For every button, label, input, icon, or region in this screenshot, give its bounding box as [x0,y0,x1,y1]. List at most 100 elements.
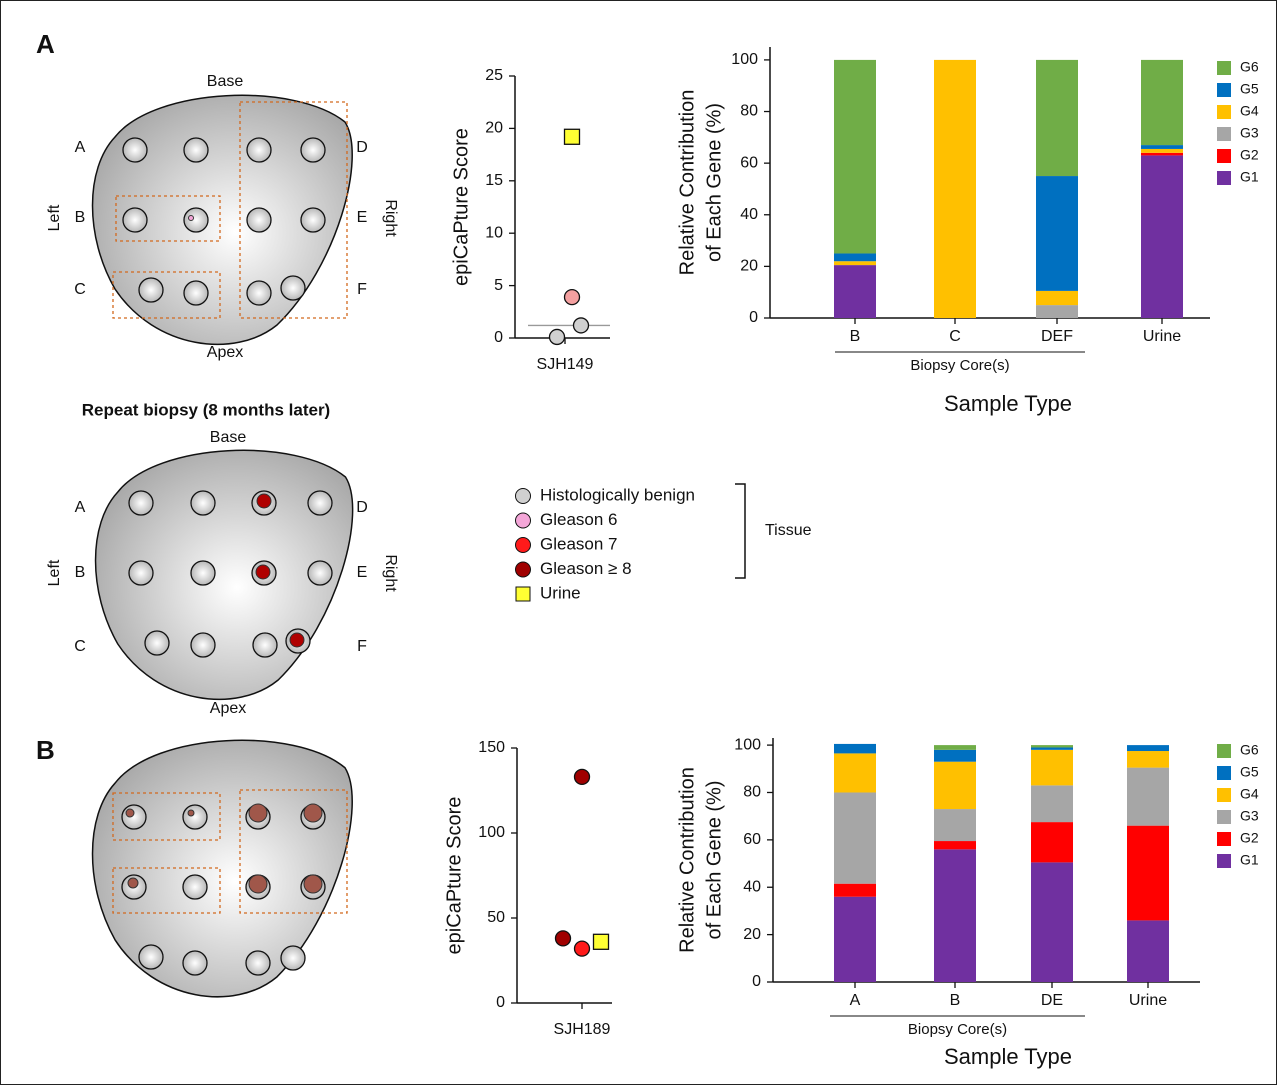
y-axis-title: epiCaPture Score [450,128,472,286]
legend-bracket [735,483,746,579]
y-axis-title: of Each Gene (%) [703,781,725,940]
bar-segment [1127,825,1169,921]
x-tick-label: SJH149 [537,356,594,373]
biopsy-core [182,874,208,900]
core-group [112,867,221,914]
bar-segment [934,841,976,850]
legend-swatch [1217,810,1231,824]
bar-segment [1031,749,1073,786]
biopsy-core [183,280,209,306]
row-label: C [74,638,86,655]
y-tick-label: 80 [743,784,761,801]
tumor-focus [187,809,195,817]
bar-segment [834,883,876,897]
biopsy-core [183,137,209,163]
tumor-focus [188,215,194,221]
apex-label: Apex [210,700,246,717]
tumor-focus [289,632,305,648]
biopsy-core [122,137,148,163]
y-tick-label: 60 [743,831,761,848]
y-axis-title: of Each Gene (%) [703,103,725,262]
point [548,328,566,346]
bar-segment [934,749,976,762]
legend-swatch [1217,788,1231,802]
point [554,930,572,947]
y-tick-label: 0 [494,329,503,346]
legend-label: G2 [1240,830,1259,846]
biopsy-core [190,632,216,658]
y-tick-label: 20 [485,120,503,137]
tumor-focus [303,874,323,894]
y-tick-label: 50 [487,909,505,926]
legend-label: G5 [1240,764,1259,780]
side-label: Left [46,559,63,586]
x-tick-label: C [949,328,961,345]
biopsy-core [121,804,147,830]
legend-swatch [1217,766,1231,780]
apex-label: Apex [207,344,243,361]
y-tick-label: 5 [494,277,503,294]
side-label: Left [46,204,63,231]
bar-segment [834,265,876,318]
point [572,317,590,334]
y-tick-label: 80 [740,103,758,120]
biopsy-core [122,207,148,233]
legend-label: G1 [1240,852,1259,868]
biopsy-core [307,490,333,516]
row-label: A [75,499,86,516]
legend-label: G1 [1240,169,1259,185]
biopsy-core [246,280,272,306]
legend-label: G4 [1240,103,1259,119]
biopsy-core [246,207,272,233]
biopsy-core [280,275,306,301]
bar-segment [1031,745,1073,748]
x-axis-title: Sample Type [944,391,1072,416]
bar-segment [1127,920,1169,982]
legend-swatch [1217,83,1231,97]
legend-label: Gleason 7 [540,534,618,553]
biopsy-core [128,490,154,516]
legend-swatch [1217,744,1231,758]
row-label: B [75,564,86,581]
y-tick-label: 100 [478,824,505,841]
y-tick-label: 20 [740,258,758,275]
bar-segment [1036,59,1078,177]
tumor-focus [303,803,323,823]
x-tick-label: B [950,992,961,1009]
x-tick-label: DEF [1041,328,1073,345]
biopsy-core [182,950,208,976]
legend-label: G3 [1240,125,1259,141]
bar-segment [1141,59,1183,146]
y-tick-label: 0 [749,309,758,326]
y-tick-label: 40 [743,878,761,895]
legend-label: G6 [1240,742,1259,758]
point [573,768,591,786]
bar-segment [934,745,976,750]
bar-segment [1031,785,1073,823]
row-label: B [75,209,86,226]
y-tick-label: 15 [485,172,503,189]
legend-marker [515,488,531,504]
tumor-focus [127,877,139,889]
legend-label: G5 [1240,81,1259,97]
panel-label: A [36,29,55,59]
core-group [115,195,221,242]
y-axis-title: Relative Contribution [676,767,698,953]
bar-segment [1031,822,1073,863]
y-tick-label: 0 [752,973,761,990]
biopsy-core [138,944,164,970]
bar-segment [1141,155,1183,318]
biopsy-core [182,804,208,830]
point [563,128,581,145]
point [563,288,581,306]
bar-segment [834,743,876,754]
bar-segment [1036,176,1078,291]
row-label: E [357,209,368,226]
y-tick-label: 25 [485,67,503,84]
legend-swatch [1217,105,1231,119]
y-tick-label: 10 [485,224,503,241]
row-label: D [356,139,368,156]
bar-segment [834,59,876,254]
core-group [112,271,221,319]
row-label: F [357,281,367,298]
